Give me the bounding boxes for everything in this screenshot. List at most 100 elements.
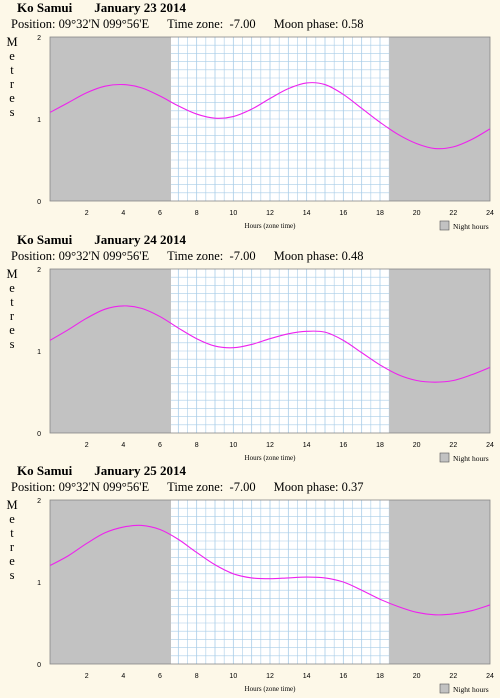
x-axis-label: Hours (zone time) (245, 685, 297, 693)
plot-frame (49, 499, 491, 665)
moon-phase-value: 0.58 (341, 17, 364, 31)
y-axis-label-char: t (10, 295, 14, 309)
legend-label: Night hours (453, 222, 489, 231)
y-tick-label: 2 (37, 498, 41, 505)
y-axis-label-char: s (10, 105, 15, 119)
x-tick-label: 4 (121, 673, 125, 680)
plot-frame (49, 36, 491, 202)
x-tick-label: 24 (486, 210, 494, 217)
x-tick-label: 16 (339, 442, 347, 449)
x-tick-label: 2 (85, 673, 89, 680)
y-axis-label-char: M (6, 35, 17, 49)
location-name: Ko Samui (17, 232, 73, 247)
y-axis-label-char: e (9, 281, 15, 295)
timezone-label: Time zone: (167, 17, 224, 31)
x-tick-label: 12 (266, 673, 274, 680)
x-tick-label: 8 (195, 673, 199, 680)
x-tick-label: 10 (229, 210, 237, 217)
x-tick-label: 2 (85, 210, 89, 217)
legend-swatch (439, 220, 450, 231)
panel-date: January 24 2014 (94, 232, 186, 247)
position-value: 09°32'N 099°56'E (58, 249, 150, 263)
legend-swatch (439, 683, 450, 694)
y-axis-label-char: e (9, 554, 15, 568)
position-label: Position: (11, 480, 56, 494)
tide-panel: Ko Samui January 25 2014 Position: 09°32'… (0, 463, 500, 695)
x-tick-label: 6 (158, 210, 162, 217)
timezone-value: -7.00 (229, 480, 256, 494)
legend-swatch (439, 452, 450, 463)
timezone-value: -7.00 (229, 17, 256, 31)
x-tick-label: 18 (376, 210, 384, 217)
x-tick-label: 14 (303, 673, 311, 680)
y-tick-label: 1 (37, 580, 41, 587)
y-axis-label-char: M (6, 267, 17, 281)
tide-panel: Ko Samui January 24 2014 Position: 09°32'… (0, 232, 500, 464)
x-tick-label: 10 (229, 442, 237, 449)
timezone-label: Time zone: (167, 480, 224, 494)
x-tick-label: 10 (229, 673, 237, 680)
x-tick-label: 14 (303, 442, 311, 449)
night-band (50, 269, 171, 433)
x-tick-label: 24 (486, 673, 494, 680)
x-tick-label: 18 (376, 673, 384, 680)
y-tick-label: 0 (37, 662, 41, 669)
x-tick-label: 18 (376, 442, 384, 449)
y-axis-label-char: r (10, 309, 15, 323)
y-tick-label: 1 (37, 117, 41, 124)
location-name: Ko Samui (17, 463, 73, 478)
panel-date: January 23 2014 (94, 0, 186, 15)
x-tick-label: 22 (449, 442, 457, 449)
panel-title: Ko Samui January 24 2014 (17, 232, 186, 248)
position-label: Position: (11, 17, 56, 31)
tide-curve (49, 524, 491, 616)
legend-label: Night hours (453, 454, 489, 463)
x-tick-label: 20 (413, 442, 421, 449)
panel-info: Position: 09°32'N 099°56'E Time zone: -7.… (11, 249, 364, 264)
x-tick-label: 6 (158, 673, 162, 680)
y-axis-label-char: e (9, 49, 15, 63)
x-axis-label: Hours (zone time) (245, 222, 297, 230)
panel-info: Position: 09°32'N 099°56'E Time zone: -7.… (11, 17, 364, 32)
timezone-value: -7.00 (229, 249, 256, 263)
panel-title: Ko Samui January 23 2014 (17, 0, 186, 16)
x-tick-label: 8 (195, 210, 199, 217)
x-tick-label: 20 (413, 673, 421, 680)
x-tick-label: 12 (266, 442, 274, 449)
x-axis-label: Hours (zone time) (245, 454, 297, 462)
y-tick-label: 1 (37, 349, 41, 356)
x-tick-label: 16 (339, 673, 347, 680)
position-value: 09°32'N 099°56'E (58, 17, 150, 31)
y-tick-label: 0 (37, 431, 41, 438)
panel-date: January 25 2014 (94, 463, 186, 478)
timezone-label: Time zone: (167, 249, 224, 263)
night-band (389, 269, 490, 433)
tide-panel: Ko Samui January 23 2014 Position: 09°32'… (0, 0, 500, 232)
y-axis-label-char: s (10, 337, 15, 351)
moon-phase-value: 0.37 (341, 480, 364, 494)
y-axis-label-char: s (10, 568, 15, 582)
x-tick-label: 22 (449, 673, 457, 680)
moon-phase-label: Moon phase: (273, 480, 339, 494)
x-tick-label: 24 (486, 442, 494, 449)
y-axis-label-char: r (10, 77, 15, 91)
position-label: Position: (11, 249, 56, 263)
x-tick-label: 2 (85, 442, 89, 449)
x-tick-label: 22 (449, 210, 457, 217)
y-tick-label: 0 (37, 199, 41, 206)
y-axis-label-char: M (6, 498, 17, 512)
tide-curve (49, 82, 491, 150)
y-axis-label-char: e (9, 512, 15, 526)
x-tick-label: 16 (339, 210, 347, 217)
x-tick-label: 8 (195, 442, 199, 449)
moon-phase-label: Moon phase: (273, 249, 339, 263)
night-band (389, 37, 490, 201)
night-band (50, 500, 171, 664)
panel-title: Ko Samui January 25 2014 (17, 463, 186, 479)
